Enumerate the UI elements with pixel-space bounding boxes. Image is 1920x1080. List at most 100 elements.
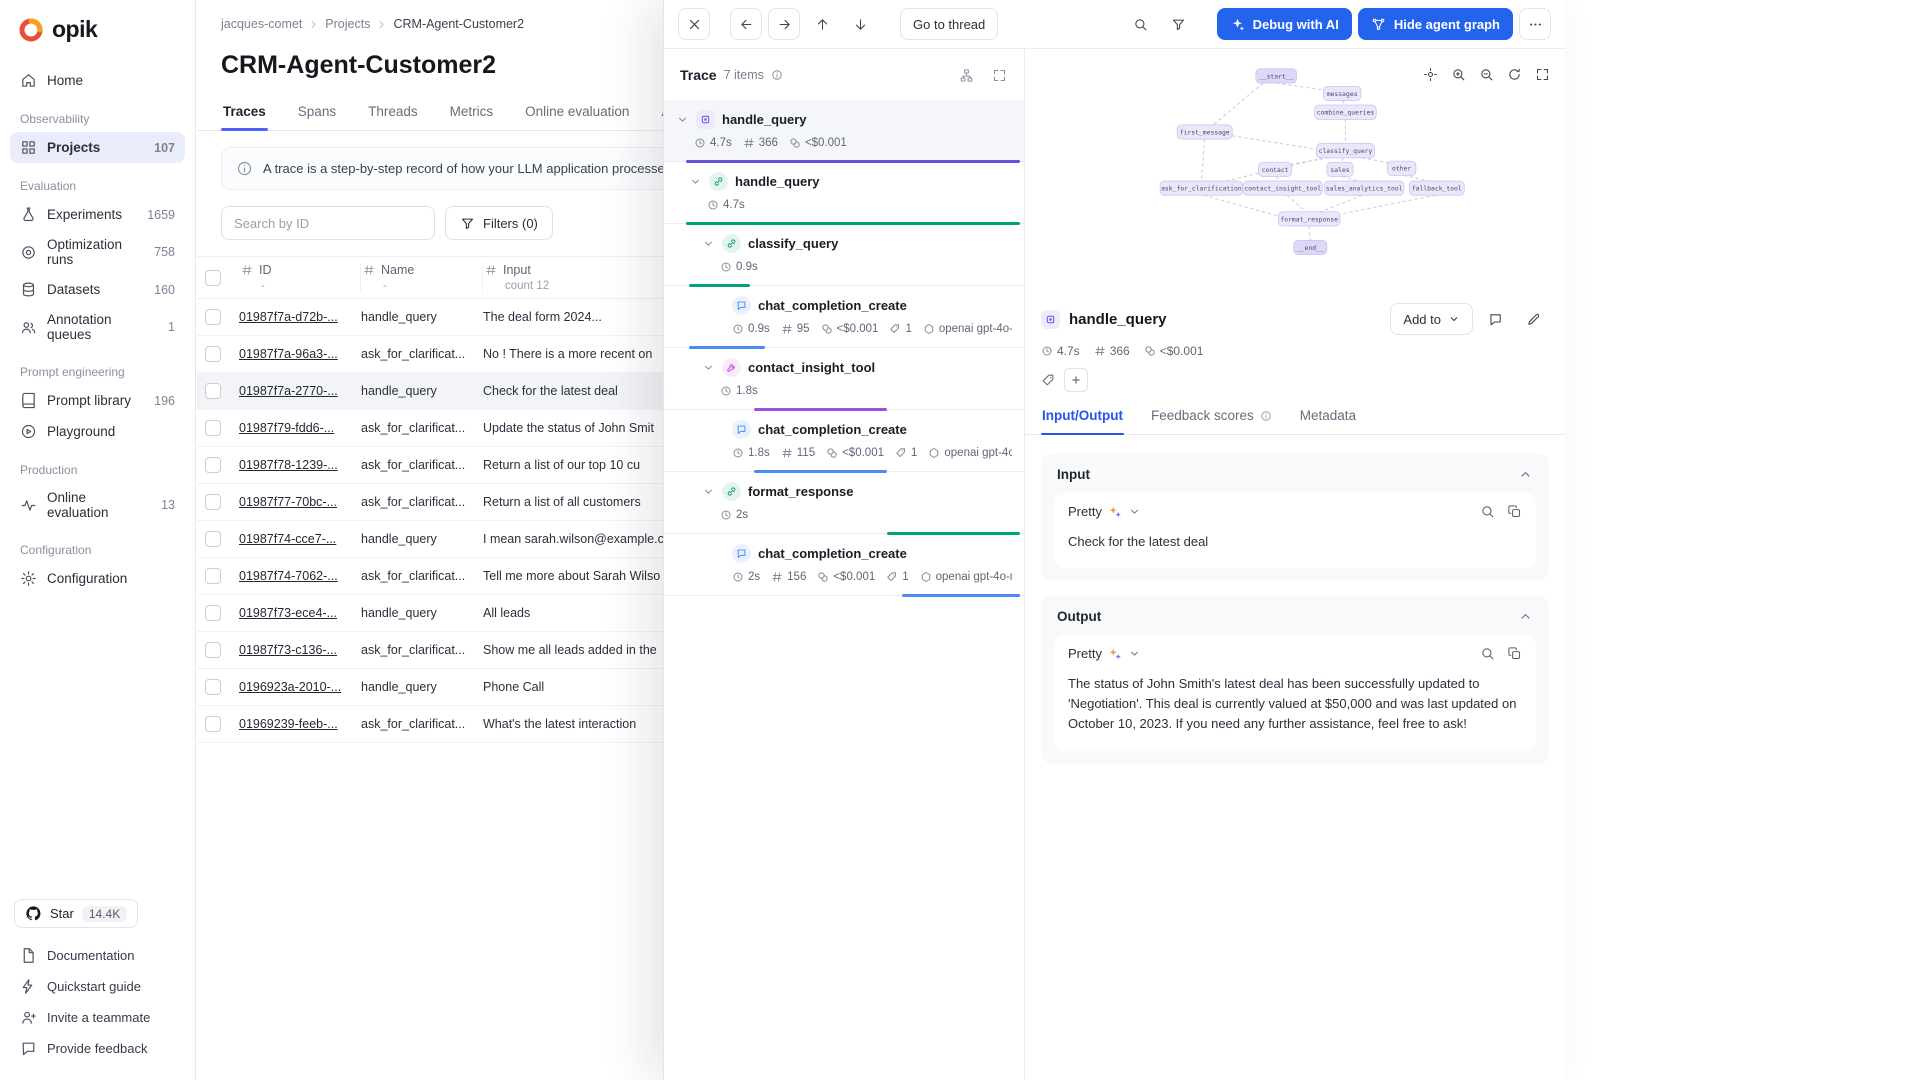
- graph-zoom-in-button[interactable]: [1445, 61, 1471, 87]
- trace-id-link[interactable]: 01987f78-1239-...: [239, 458, 338, 472]
- copy-icon[interactable]: [1507, 504, 1522, 519]
- tree-item-handle-query[interactable]: handle_query 4.7s: [664, 162, 1024, 225]
- trace-id-link[interactable]: 01987f73-c136-...: [239, 643, 337, 657]
- row-checkbox[interactable]: [205, 457, 221, 473]
- column-header-id[interactable]: ID -: [239, 263, 361, 292]
- tree-item-chat-completion-2[interactable]: chat_completion_create 1.8s 115 <$0.001 …: [664, 410, 1024, 473]
- prev-trace-button[interactable]: [730, 8, 762, 40]
- tab-input-output[interactable]: Input/Output: [1041, 408, 1124, 435]
- up-span-button[interactable]: [806, 8, 838, 40]
- row-checkbox[interactable]: [205, 309, 221, 325]
- graph-node-contact-insight-tool[interactable]: contact_insight_tool: [1242, 180, 1323, 196]
- column-header-name[interactable]: Name -: [361, 263, 483, 292]
- graph-node-ask-for-clarification[interactable]: ask_for_clarification: [1159, 180, 1244, 196]
- graph-fullscreen-button[interactable]: [1529, 61, 1555, 87]
- chevron-down-icon[interactable]: [702, 237, 715, 250]
- graph-node-end[interactable]: __end__: [1293, 239, 1328, 256]
- edit-button[interactable]: [1517, 303, 1549, 335]
- trace-id-link[interactable]: 01987f77-70bc-...: [239, 495, 337, 509]
- copy-icon[interactable]: [1507, 646, 1522, 661]
- tree-item-chat-completion-3[interactable]: chat_completion_create 2s 156 <$0.001 1 …: [664, 534, 1024, 597]
- tab-online-evaluation[interactable]: Online evaluation: [525, 104, 630, 119]
- row-checkbox[interactable]: [205, 716, 221, 732]
- sidebar-item-playground[interactable]: Playground: [10, 416, 185, 447]
- breadcrumb-projects[interactable]: Projects: [325, 17, 371, 31]
- graph-node-sales-analytics-tool[interactable]: sales_analytics_tool: [1324, 180, 1405, 196]
- logo[interactable]: opik: [10, 14, 185, 65]
- sidebar-item-configuration[interactable]: Configuration: [10, 563, 185, 594]
- search-icon[interactable]: [1480, 646, 1495, 661]
- add-tag-button[interactable]: [1064, 368, 1088, 392]
- graph-node-first-message[interactable]: first_message: [1176, 124, 1233, 140]
- tab-threads[interactable]: Threads: [368, 104, 418, 119]
- search-icon[interactable]: [1480, 504, 1495, 519]
- sidebar-item-projects[interactable]: Projects 107: [10, 132, 185, 163]
- filter-spans-button[interactable]: [1162, 8, 1195, 40]
- github-star-button[interactable]: Star 14.4K: [14, 899, 139, 928]
- row-checkbox[interactable]: [205, 642, 221, 658]
- graph-node-combine-queries[interactable]: combine_queries: [1314, 104, 1377, 120]
- graph-node-sales[interactable]: sales: [1326, 161, 1354, 177]
- select-all-checkbox[interactable]: [205, 269, 221, 286]
- search-spans-button[interactable]: [1124, 8, 1157, 40]
- sidebar-item-prompt-library[interactable]: Prompt library 196: [10, 385, 185, 416]
- trace-id-link[interactable]: 01987f7a-96a3-...: [239, 347, 338, 361]
- tab-traces[interactable]: Traces: [221, 92, 268, 131]
- tree-view-toggle-button[interactable]: [953, 62, 979, 88]
- trace-id-link[interactable]: 01969239-feeb-...: [239, 717, 338, 731]
- next-trace-button[interactable]: [768, 8, 800, 40]
- sidebar-item-home[interactable]: Home: [10, 65, 185, 96]
- tree-item-chat-completion-1[interactable]: chat_completion_create 0.9s 95 <$0.001 1…: [664, 286, 1024, 349]
- chevron-up-icon[interactable]: [1518, 467, 1533, 482]
- graph-node-fallback-tool[interactable]: fallback_tool: [1408, 180, 1465, 196]
- tab-spans[interactable]: Spans: [297, 104, 337, 119]
- debug-with-ai-button[interactable]: Debug with AI: [1216, 8, 1352, 40]
- chevron-down-icon[interactable]: [1128, 647, 1141, 660]
- tab-metadata[interactable]: Metadata: [1299, 408, 1357, 423]
- chevron-down-icon[interactable]: [689, 175, 702, 188]
- trace-id-link[interactable]: 01987f7a-d72b-...: [239, 310, 338, 324]
- trace-id-link[interactable]: 0196923a-2010-...: [239, 680, 342, 694]
- sidebar-item-optimization-runs[interactable]: Optimization runs 758: [10, 230, 185, 274]
- trace-id-link[interactable]: 01987f79-fdd6-...: [239, 421, 335, 435]
- tree-item-handle-query-root[interactable]: handle_query 4.7s 366 <$0.001: [664, 100, 1024, 163]
- expand-tree-button[interactable]: [986, 62, 1012, 88]
- trace-id-link[interactable]: 01987f73-ece4-...: [239, 606, 337, 620]
- row-checkbox[interactable]: [205, 531, 221, 547]
- chevron-down-icon[interactable]: [1128, 505, 1141, 518]
- tab-feedback-scores[interactable]: Feedback scores: [1150, 408, 1273, 434]
- trace-id-link[interactable]: 01987f74-cce7-...: [239, 532, 337, 546]
- sidebar-item-experiments[interactable]: Experiments 1659: [10, 199, 185, 230]
- chevron-down-icon[interactable]: [676, 113, 689, 126]
- graph-node-format-response[interactable]: format_response: [1278, 211, 1341, 227]
- row-checkbox[interactable]: [205, 494, 221, 510]
- chevron-up-icon[interactable]: [1518, 609, 1533, 624]
- close-button[interactable]: [678, 8, 710, 40]
- tab-metrics[interactable]: Metrics: [449, 104, 494, 119]
- graph-node-start[interactable]: __start__: [1255, 68, 1297, 84]
- sidebar-item-datasets[interactable]: Datasets 160: [10, 274, 185, 305]
- row-checkbox[interactable]: [205, 679, 221, 695]
- graph-node-messages[interactable]: messages: [1323, 85, 1362, 102]
- sidebar-item-annotation-queues[interactable]: Annotation queues 1: [10, 305, 185, 349]
- row-checkbox[interactable]: [205, 605, 221, 621]
- row-checkbox[interactable]: [205, 568, 221, 584]
- trace-id-link[interactable]: 01987f74-7062-...: [239, 569, 338, 583]
- search-input[interactable]: [221, 206, 435, 240]
- tree-item-format-response[interactable]: format_response 2s: [664, 472, 1024, 535]
- graph-node-contact[interactable]: contact: [1258, 161, 1292, 177]
- down-span-button[interactable]: [844, 8, 876, 40]
- add-to-button[interactable]: Add to: [1390, 303, 1473, 335]
- trace-id-link[interactable]: 01987f7a-2770-...: [239, 384, 338, 398]
- comments-button[interactable]: [1479, 303, 1511, 335]
- chevron-down-icon[interactable]: [702, 361, 715, 374]
- sidebar-item-online-evaluation[interactable]: Online evaluation 13: [10, 483, 185, 527]
- sidebar-item-documentation[interactable]: Documentation: [10, 940, 185, 971]
- graph-node-other[interactable]: other: [1386, 160, 1417, 176]
- graph-refresh-button[interactable]: [1501, 61, 1527, 87]
- filters-button[interactable]: Filters (0): [445, 206, 553, 240]
- format-select-label[interactable]: Pretty: [1068, 646, 1102, 662]
- sidebar-item-provide-feedback[interactable]: Provide feedback: [10, 1033, 185, 1064]
- format-select-label[interactable]: Pretty: [1068, 504, 1102, 519]
- go-to-thread-button[interactable]: Go to thread: [900, 8, 999, 40]
